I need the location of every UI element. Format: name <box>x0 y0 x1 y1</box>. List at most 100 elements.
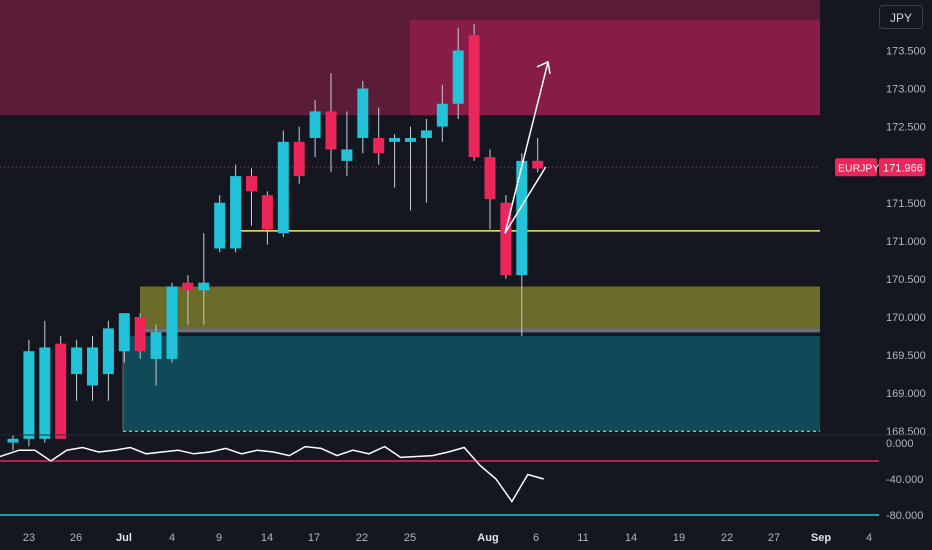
candle-body <box>484 157 496 199</box>
candle-body <box>71 347 83 375</box>
candle <box>468 23 480 161</box>
candle <box>420 118 432 203</box>
candle-body <box>293 141 305 177</box>
candle <box>341 111 353 177</box>
candle <box>405 126 416 211</box>
candle <box>87 336 98 401</box>
candle <box>134 313 146 359</box>
candle-body <box>7 438 19 443</box>
candle <box>246 168 257 226</box>
rsi-line <box>0 445 544 503</box>
candle-body <box>230 176 242 249</box>
y-axis-tick-label: 169.500 <box>886 350 926 362</box>
x-axis-tick-label: Jul <box>116 532 132 544</box>
x-axis-tick-label: 22 <box>721 532 733 544</box>
rsi-axis-label: 0.000 <box>886 438 914 450</box>
candle <box>7 435 19 451</box>
candle-body <box>87 347 98 386</box>
x-axis-tick-label: 11 <box>577 532 588 544</box>
candle <box>150 324 162 386</box>
y-axis-tick-label: 168.500 <box>886 426 926 438</box>
candle-body <box>134 316 146 352</box>
x-axis-tick-label: 17 <box>308 532 320 544</box>
candle-body <box>261 195 273 230</box>
candle-body <box>102 328 114 375</box>
candle <box>309 99 321 158</box>
demand-zone-base <box>140 328 820 333</box>
candle-body <box>277 141 289 234</box>
candle-body <box>182 282 194 291</box>
candle <box>325 73 337 173</box>
candle-body <box>23 351 35 439</box>
candle-body <box>436 103 448 127</box>
candle-body <box>39 347 51 439</box>
candle-body <box>118 313 130 352</box>
symbol-badge-bg <box>835 158 877 177</box>
x-axis-tick-label: 22 <box>356 532 368 544</box>
candle <box>23 339 35 447</box>
x-axis-tick-label: 4 <box>169 532 175 544</box>
candle <box>198 233 210 325</box>
lower-zone <box>123 336 820 432</box>
candle <box>214 195 226 253</box>
candle-body <box>452 50 464 104</box>
candle <box>261 191 273 245</box>
projection-arrow-head <box>536 60 551 75</box>
candle-body <box>341 149 353 161</box>
y-axis-tick-label: 173.000 <box>886 84 926 96</box>
candle-body <box>357 88 369 139</box>
candle <box>436 84 448 142</box>
last-price-badge-label: 171.966 <box>883 162 923 174</box>
y-axis-tick-label: 169.000 <box>886 388 926 400</box>
candle <box>182 275 194 325</box>
candle <box>118 313 130 363</box>
candle-body <box>420 130 432 139</box>
x-axis-tick-label: 14 <box>261 532 273 544</box>
y-axis-tick-label: 171.000 <box>886 236 926 248</box>
candle <box>357 80 369 154</box>
candle <box>55 336 67 439</box>
rsi-axis-label: -40.000 <box>886 474 923 486</box>
candle-body <box>500 202 512 276</box>
x-axis-tick-label: 23 <box>23 532 35 544</box>
x-axis-tick-label: 19 <box>673 532 685 544</box>
candle-body <box>373 138 385 154</box>
last-price-badge-bg <box>879 158 925 177</box>
candle-body <box>516 160 528 276</box>
candle-body <box>309 111 321 139</box>
x-axis-tick-label: 27 <box>768 532 780 544</box>
x-axis-tick-label: Sep <box>811 532 831 544</box>
projection-arrow-path <box>504 61 549 234</box>
candle-body <box>246 176 257 192</box>
demand-zone <box>140 286 820 329</box>
x-axis-tick-label: 25 <box>404 532 416 544</box>
x-axis-tick-label: 9 <box>216 532 222 544</box>
candle <box>452 27 464 119</box>
candle <box>484 149 496 230</box>
symbol-badge-label: EURJPY <box>838 162 879 174</box>
rsi-axis-label: -80.000 <box>886 510 923 522</box>
candle <box>277 130 289 238</box>
candle <box>102 320 114 401</box>
y-axis-tick-label: 172.500 <box>886 122 926 134</box>
y-axis-tick-label: 170.500 <box>886 274 926 286</box>
x-axis-tick-label: Aug <box>477 532 498 544</box>
y-axis-tick-label: 171.500 <box>886 198 926 210</box>
x-axis-tick-label: 6 <box>533 532 539 544</box>
candle <box>166 282 178 363</box>
candle-body <box>405 138 416 142</box>
x-axis-tick-label: 14 <box>625 532 637 544</box>
candle-body <box>532 160 544 169</box>
currency-selector[interactable]: JPY <box>879 5 923 29</box>
candle-body <box>198 282 210 291</box>
x-axis-tick-label: 26 <box>70 532 82 544</box>
candle <box>389 134 401 188</box>
candle-body <box>468 35 480 158</box>
candle <box>293 126 305 184</box>
candle <box>71 339 83 401</box>
candle <box>373 107 385 165</box>
candle <box>516 153 528 337</box>
x-axis-tick-label: 4 <box>866 532 872 544</box>
candle-body <box>150 332 162 359</box>
